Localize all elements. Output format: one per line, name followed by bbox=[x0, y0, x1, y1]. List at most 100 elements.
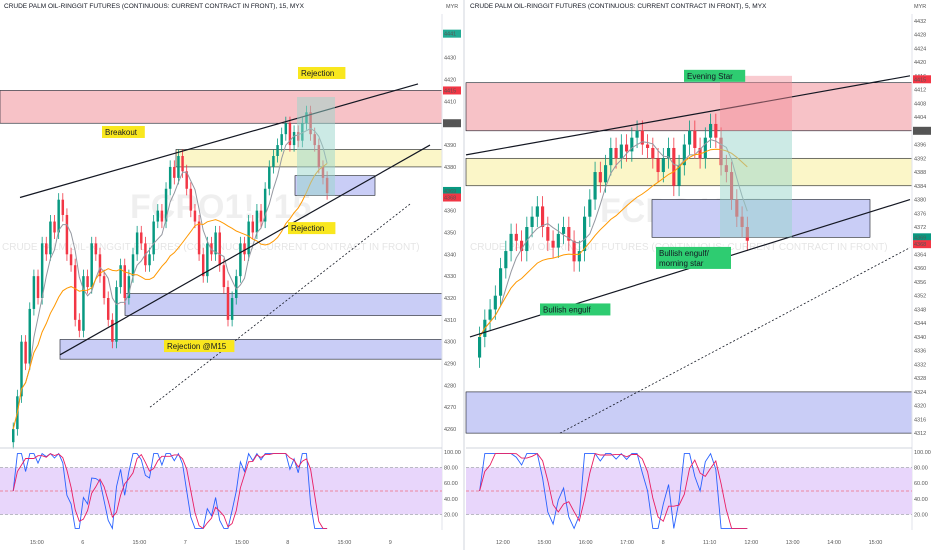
left-candle-body bbox=[111, 319, 114, 342]
right-candle-body bbox=[656, 158, 660, 173]
left-candle-body bbox=[49, 221, 52, 255]
right-annotation-box bbox=[540, 303, 611, 316]
left-candle-body bbox=[284, 123, 288, 135]
left-candle-body bbox=[247, 221, 250, 255]
left-time-axis[interactable]: 15:00 6 15:00 7 15:00 8 15:00 9 bbox=[30, 540, 392, 546]
left-price-tick: 4360 bbox=[444, 209, 456, 215]
right-annotation-label: Evening Star bbox=[687, 72, 733, 81]
right-candle-body bbox=[698, 147, 702, 159]
right-price-tick: 4376 bbox=[914, 211, 926, 217]
right-candle-body bbox=[619, 144, 623, 159]
left-candle-body bbox=[53, 221, 56, 233]
left-time-tick: 15:00 bbox=[30, 540, 44, 546]
right-price-axis[interactable]: 4432442844244420441644124408440444004396… bbox=[911, 14, 926, 530]
right-candle-body bbox=[525, 227, 529, 252]
right-annotations: Evening Star Bullish engulf/morning star B… bbox=[540, 69, 746, 316]
left-candle-body bbox=[272, 156, 275, 167]
right-osc-tick: 20.00 bbox=[914, 512, 928, 518]
right-price-tick: 4428 bbox=[914, 33, 926, 39]
right-price-badge-label: 4368 bbox=[914, 242, 926, 248]
right-candle-body bbox=[488, 309, 492, 320]
right-candle-body bbox=[514, 233, 518, 241]
left-candle-body bbox=[73, 265, 77, 320]
left-upper-trendline bbox=[19, 83, 419, 199]
right-price-tick: 4380 bbox=[914, 198, 926, 204]
left-currency-label: MYR bbox=[446, 4, 458, 10]
left-moving-average bbox=[12, 127, 328, 430]
left-price-tick: 4290 bbox=[444, 362, 456, 368]
right-candle-body bbox=[541, 206, 545, 227]
right-price-badge bbox=[913, 75, 931, 84]
left-chart-panel[interactable]: CRUDE PALM OIL-RINGGIT FUTURES (CONTINUO… bbox=[0, 3, 461, 546]
left-candle-body bbox=[119, 265, 122, 288]
left-price-tick: 4390 bbox=[444, 143, 456, 149]
left-time-tick: 15:00 bbox=[338, 540, 352, 546]
right-candle-body bbox=[661, 158, 665, 173]
left-candle-body bbox=[189, 188, 193, 211]
left-candle-body bbox=[69, 254, 73, 266]
left-oscillator: 100.00 80.00 60.00 40.00 20.00 bbox=[0, 447, 461, 530]
right-osc-tick: 40.00 bbox=[914, 497, 928, 503]
right-osc-line bbox=[479, 453, 748, 529]
left-time-tick: 8 bbox=[286, 540, 289, 546]
left-candle-body bbox=[181, 156, 184, 172]
right-candle-body bbox=[598, 172, 602, 183]
right-price-tick: 4328 bbox=[914, 376, 926, 382]
right-price-tick: 4404 bbox=[914, 115, 926, 121]
right-candle-body bbox=[556, 233, 560, 248]
right-chart-panel[interactable]: CRUDE PALM OIL-RINGGIT FUTURES (CONTINUO… bbox=[465, 3, 931, 546]
right-osc-tick: 100.00 bbox=[914, 450, 931, 456]
right-time-tick: 13:00 bbox=[786, 540, 800, 546]
right-price-tick: 4388 bbox=[914, 170, 926, 176]
right-candle-body bbox=[546, 227, 550, 241]
left-candle-body bbox=[177, 156, 180, 178]
right-osc-tick: 80.00 bbox=[914, 466, 928, 472]
left-time-tick: 7 bbox=[184, 540, 187, 546]
left-price-badge bbox=[443, 186, 461, 195]
left-zone-demand bbox=[59, 339, 443, 360]
right-time-tick: 8 bbox=[662, 540, 665, 546]
left-price-badge-label: 4369 bbox=[444, 189, 456, 195]
left-zone-demand bbox=[124, 293, 443, 316]
right-time-axis[interactable]: 12:00 15:00 16:00 17:00 8 11:10 12:00 13:00 14:0… bbox=[496, 540, 882, 546]
left-candle-body bbox=[82, 276, 85, 331]
left-annotation-label: Breakout bbox=[105, 128, 138, 137]
left-price-badge-label: 4400 bbox=[444, 121, 456, 127]
left-osc-tick: 60.00 bbox=[444, 481, 458, 487]
right-price-tick: 4396 bbox=[914, 143, 926, 149]
left-candle-body bbox=[135, 232, 139, 255]
left-candle-body bbox=[235, 276, 238, 298]
left-candle-body bbox=[218, 232, 221, 266]
left-candle-body bbox=[280, 134, 283, 146]
right-price-tick: 4332 bbox=[914, 362, 926, 368]
left-lower-trendline bbox=[59, 144, 431, 356]
right-candle-body bbox=[504, 251, 508, 269]
left-price-badge-label: 4441 bbox=[444, 32, 456, 38]
right-price-tick: 4412 bbox=[914, 88, 926, 94]
left-annotation-box bbox=[164, 340, 235, 353]
right-candle-body bbox=[478, 336, 482, 358]
left-candle-body bbox=[115, 287, 118, 342]
right-candle-body bbox=[677, 165, 681, 186]
right-candle-body bbox=[625, 144, 629, 152]
right-candle-body bbox=[667, 147, 671, 159]
right-candle-body bbox=[682, 144, 686, 166]
right-candle-body bbox=[562, 227, 566, 234]
left-price-tick: 4420 bbox=[444, 78, 456, 84]
right-candle-body bbox=[577, 251, 581, 262]
left-candle-body bbox=[288, 123, 292, 146]
left-candle-body bbox=[24, 341, 27, 364]
left-price-axis[interactable]: 4441443044204410440043904380437043604350… bbox=[441, 14, 456, 530]
left-candle-body bbox=[102, 276, 106, 298]
right-price-badge-label: 4369 bbox=[914, 235, 926, 241]
left-candle-body bbox=[148, 254, 151, 266]
right-price-tick: 4432 bbox=[914, 19, 926, 25]
right-time-tick: 16:00 bbox=[579, 540, 593, 546]
right-candle-body bbox=[630, 137, 634, 152]
right-price-tick: 4420 bbox=[914, 60, 926, 66]
left-candle-body bbox=[201, 254, 205, 277]
right-candle-body bbox=[688, 130, 692, 145]
right-price-tick: 4372 bbox=[914, 225, 926, 231]
